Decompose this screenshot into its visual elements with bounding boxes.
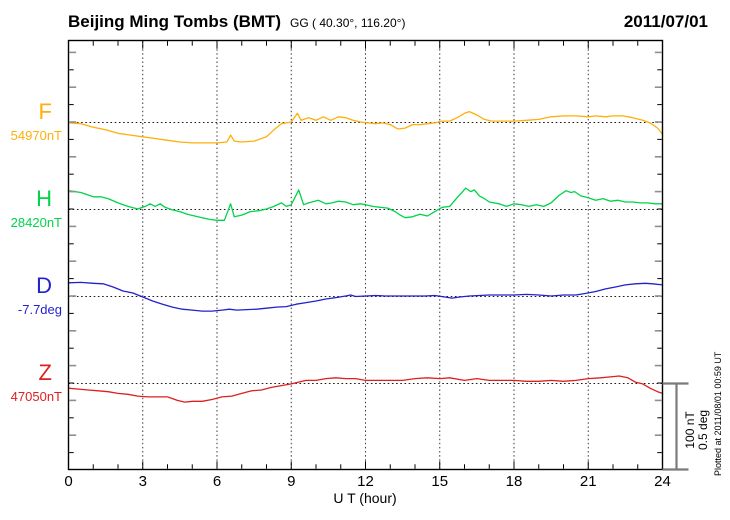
channel-baseline-F: 54970nT [10,128,62,143]
channel-label-H: H 28420nT [0,186,62,230]
trace-D [67,281,664,312]
x-tick-label-6: 6 [212,473,222,490]
trace-H [67,187,664,221]
plot-date: 2011/07/01 [623,12,708,31]
channel-letter-H: H [36,186,52,211]
channel-letter-Z: Z [38,360,52,385]
geographic-coordinates: GG ( 40.30°, 116.20°) [290,16,406,30]
channel-baseline-Z: 47050nT [10,389,62,404]
x-tick-label-18: 18 [505,473,523,490]
x-tick-label-9: 9 [287,473,296,490]
channel-label-Z: Z 47050nT [0,360,62,404]
channel-baseline-D: -7.7deg [17,302,62,317]
scale-bar-nt-label: 100 nT [683,411,697,449]
x-tick-label-21: 21 [579,473,597,490]
x-tick-label-15: 15 [431,473,449,490]
station-title: Beijing Ming Tombs (BMT) [68,12,282,31]
plot-frame [67,39,664,471]
x-tick-label-0: 0 [64,473,73,490]
plot-timestamp-note: Plotted at 2011/08/01 00:59 UT [713,351,723,476]
x-tick-label-24: 24 [654,473,671,490]
channel-baseline-H: 28420nT [10,215,62,230]
scale-bar-deg-label: 0.5 deg [695,409,710,450]
x-tick-label-3: 3 [138,473,147,490]
channel-letter-D: D [36,273,52,298]
scale-bar-labels: 100 nT 0.5 deg [683,409,710,450]
channel-letter-F: F [38,99,52,124]
channel-label-F: F 54970nT [0,99,62,143]
trace-Z [67,375,664,403]
channel-label-D: D -7.7deg [0,273,62,317]
trace-F [67,110,664,144]
x-axis-title: U T (hour) [333,490,397,506]
x-tick-label-12: 12 [357,473,374,490]
